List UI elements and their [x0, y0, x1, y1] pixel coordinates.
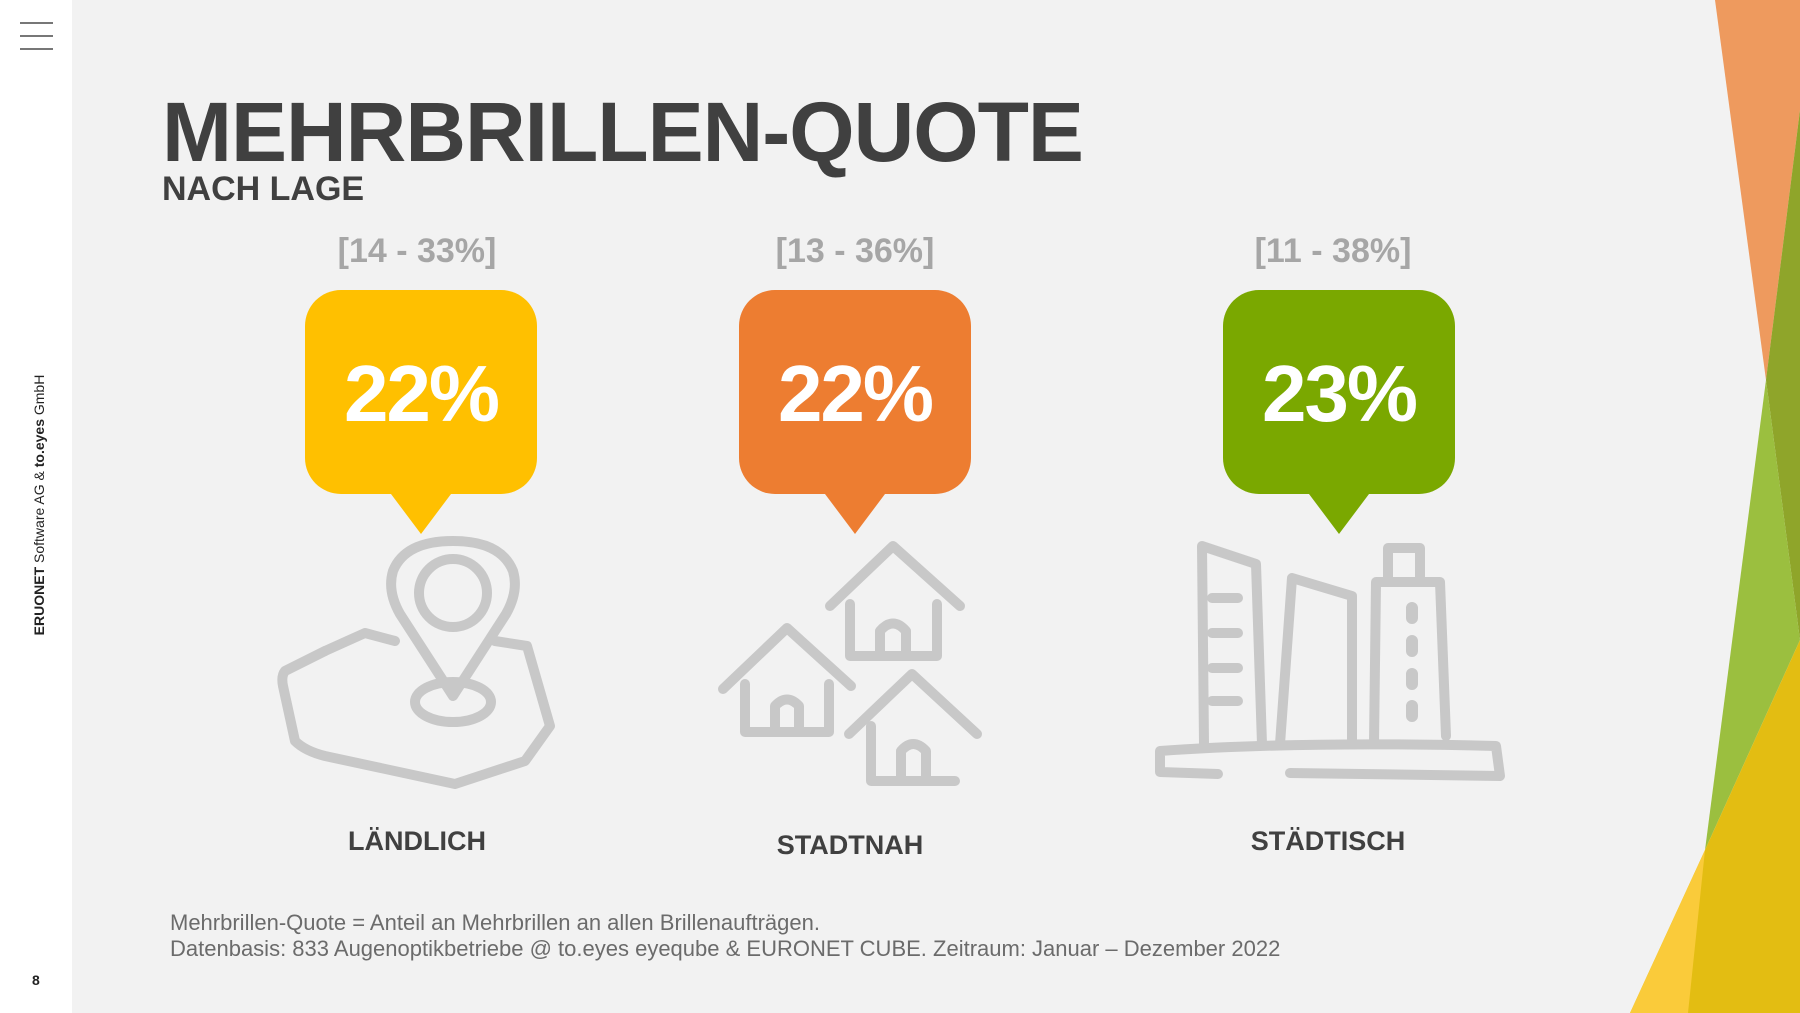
houses-icon [718, 541, 982, 786]
range-laendlich: [14 - 33%] [337, 232, 497, 270]
footnote-data-source: Datenbasis: 833 Augenoptikbetriebe @ to.… [170, 936, 1281, 961]
company-text-suffix: GmbH [31, 374, 47, 420]
page-number: 8 [32, 972, 40, 988]
slide-title: MEHRBRILLEN-QUOTE [162, 85, 1084, 179]
company-credit: ERUONET Software AG & to.eyes GmbH [31, 375, 47, 636]
value-stadtnah: 22% [777, 349, 934, 438]
bubble-tail [1306, 490, 1372, 534]
map-pin-icon [277, 536, 555, 789]
city-buildings-icon [1155, 541, 1505, 781]
label-laendlich: LÄNDLICH [348, 826, 486, 856]
company-toeyes: to.eyes [31, 419, 47, 468]
value-bubble-staedtisch: 23% [1223, 290, 1455, 534]
sidebar: ERUONET Software AG & to.eyes GmbH 8 [0, 0, 72, 1013]
bubble-tail [388, 490, 454, 534]
value-laendlich: 22% [343, 349, 500, 438]
company-text: Software AG & [31, 467, 47, 567]
range-stadtnah: [13 - 36%] [775, 232, 935, 270]
bubble-tail [822, 490, 888, 534]
label-staedtisch: STÄDTISCH [1250, 826, 1406, 856]
hamburger-menu-icon[interactable] [20, 22, 53, 50]
footnote-definition: Mehrbrillen-Quote = Anteil an Mehrbrille… [170, 910, 820, 935]
range-staedtisch: [11 - 38%] [1254, 232, 1412, 270]
value-bubble-stadtnah: 22% [739, 290, 971, 534]
slide-subtitle: NACH LAGE [162, 170, 365, 208]
company-euronet: ERUONET [31, 566, 47, 636]
label-stadtnah: STADTNAH [776, 830, 924, 860]
value-staedtisch: 23% [1261, 349, 1418, 438]
value-bubble-laendlich: 22% [305, 290, 537, 534]
